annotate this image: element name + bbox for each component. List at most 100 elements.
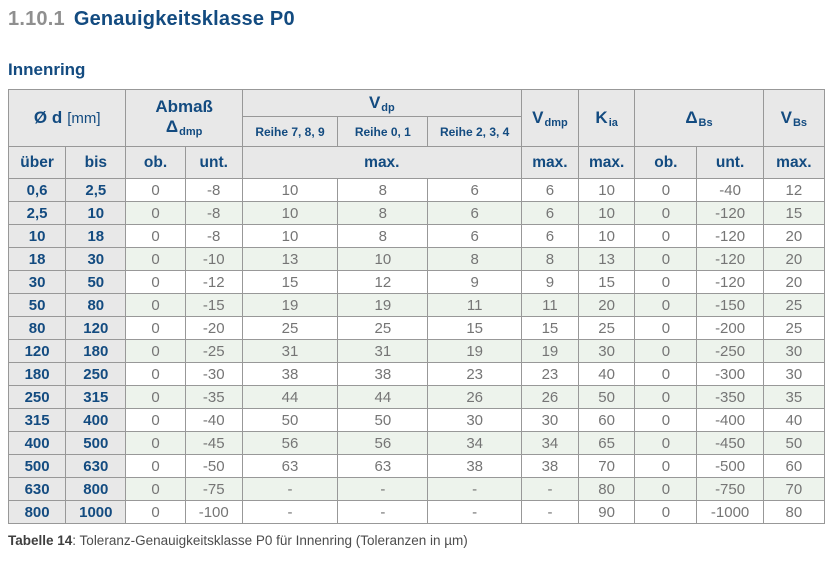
row-range-cell: 10 <box>7 224 67 248</box>
table-caption: Tabelle 14: Toleranz-Genauigkeitsklasse … <box>8 533 828 548</box>
value-cell: 80 <box>578 477 636 501</box>
value-cell: -200 <box>696 316 764 340</box>
value-cell: -8 <box>184 201 243 225</box>
row-range-cell: 1000 <box>65 500 127 524</box>
value-cell: 38 <box>427 454 522 478</box>
value-cell: 15 <box>578 270 636 294</box>
value-cell: 44 <box>337 385 429 409</box>
value-cell: 30 <box>427 408 522 432</box>
table-caption-text: : Toleranz-Genauigkeitsklasse P0 für Inn… <box>72 533 468 548</box>
tolerance-table: Ø d [mm] Abmaß Δdmp Vdp Vdmp Kia ΔBs VBs … <box>7 89 826 524</box>
value-cell: 12 <box>762 178 826 202</box>
value-cell: -50 <box>184 454 243 478</box>
value-cell: 25 <box>337 316 429 340</box>
value-cell: 50 <box>762 431 826 455</box>
row-range-cell: 2,5 <box>7 201 67 225</box>
value-cell: 20 <box>578 293 636 317</box>
table-row: 2,5 10 0 -8 10 8 6 6 10 0 -120 15 <box>7 201 826 225</box>
value-cell: -120 <box>696 224 764 248</box>
value-cell: 0 <box>634 408 698 432</box>
value-cell: -40 <box>184 408 243 432</box>
value-cell: 20 <box>762 224 826 248</box>
value-cell: 13 <box>578 247 636 271</box>
value-cell: 63 <box>241 454 339 478</box>
value-cell: 90 <box>578 500 636 524</box>
value-cell: 31 <box>337 339 429 363</box>
value-cell: 50 <box>337 408 429 432</box>
value-cell: 10 <box>337 247 429 271</box>
value-cell: 0 <box>125 270 186 294</box>
value-cell: 0 <box>634 431 698 455</box>
row-range-cell: 2,5 <box>65 178 127 202</box>
value-cell: -12 <box>184 270 243 294</box>
value-cell: 15 <box>762 201 826 225</box>
page-title: 1.10.1 Genauigkeitsklasse P0 <box>8 8 828 31</box>
row-range-cell: 500 <box>65 431 127 455</box>
table-row: 80 120 0 -20 25 25 15 15 25 0 -200 25 <box>7 316 826 340</box>
value-cell: 0 <box>125 500 186 524</box>
value-cell: 60 <box>762 454 826 478</box>
col-header-reihe-01: Reihe 0, 1 <box>337 116 429 147</box>
value-cell: 0 <box>125 431 186 455</box>
value-cell: -25 <box>184 339 243 363</box>
value-cell: 38 <box>241 362 339 386</box>
value-cell: 10 <box>578 224 636 248</box>
value-cell: 25 <box>578 316 636 340</box>
value-cell: 0 <box>634 270 698 294</box>
value-cell: 0 <box>634 201 698 225</box>
value-cell: - <box>427 500 522 524</box>
value-cell: 15 <box>427 316 522 340</box>
col-header-vdp: Vdp <box>241 89 522 117</box>
value-cell: 56 <box>241 431 339 455</box>
value-cell: 12 <box>337 270 429 294</box>
value-cell: -1000 <box>696 500 764 524</box>
value-cell: 0 <box>125 477 186 501</box>
table-row: 250 315 0 -35 44 44 26 26 50 0 -350 35 <box>7 385 826 409</box>
value-cell: 40 <box>578 362 636 386</box>
value-cell: 30 <box>578 339 636 363</box>
value-cell: 0 <box>125 224 186 248</box>
value-cell: 0 <box>125 408 186 432</box>
col-subheader-max-vbs: max. <box>762 146 826 179</box>
value-cell: 38 <box>337 362 429 386</box>
value-cell: 19 <box>241 293 339 317</box>
value-cell: 10 <box>241 224 339 248</box>
value-cell: -35 <box>184 385 243 409</box>
value-cell: -450 <box>696 431 764 455</box>
value-cell: 11 <box>520 293 580 317</box>
value-cell: 6 <box>427 201 522 225</box>
value-cell: 6 <box>520 224 580 248</box>
value-cell: 8 <box>427 247 522 271</box>
value-cell: - <box>337 500 429 524</box>
value-cell: 0 <box>634 339 698 363</box>
value-cell: 60 <box>578 408 636 432</box>
value-cell: 31 <box>241 339 339 363</box>
value-cell: 35 <box>762 385 826 409</box>
value-cell: - <box>241 500 339 524</box>
col-header-delta-bs: ΔBs <box>634 89 764 147</box>
row-range-cell: 250 <box>7 385 67 409</box>
row-range-cell: 630 <box>65 454 127 478</box>
value-cell: 11 <box>427 293 522 317</box>
value-cell: 13 <box>241 247 339 271</box>
row-range-cell: 315 <box>7 408 67 432</box>
col-header-reihe-789: Reihe 7, 8, 9 <box>241 116 339 147</box>
table-row: 315 400 0 -40 50 50 30 30 60 0 -400 40 <box>7 408 826 432</box>
row-range-cell: 800 <box>7 500 67 524</box>
table-row: 0,6 2,5 0 -8 10 8 6 6 10 0 -40 12 <box>7 178 826 202</box>
value-cell: 0 <box>125 454 186 478</box>
row-range-cell: 50 <box>7 293 67 317</box>
value-cell: 19 <box>427 339 522 363</box>
table-row: 10 18 0 -8 10 8 6 6 10 0 -120 20 <box>7 224 826 248</box>
value-cell: -15 <box>184 293 243 317</box>
row-range-cell: 10 <box>65 201 127 225</box>
row-range-cell: 180 <box>7 362 67 386</box>
value-cell: 6 <box>427 224 522 248</box>
value-cell: -8 <box>184 224 243 248</box>
row-range-cell: 250 <box>65 362 127 386</box>
value-cell: 50 <box>578 385 636 409</box>
row-range-cell: 18 <box>65 224 127 248</box>
value-cell: 23 <box>427 362 522 386</box>
col-header-abmass: Abmaß Δdmp <box>125 89 243 147</box>
row-range-cell: 0,6 <box>7 178 67 202</box>
